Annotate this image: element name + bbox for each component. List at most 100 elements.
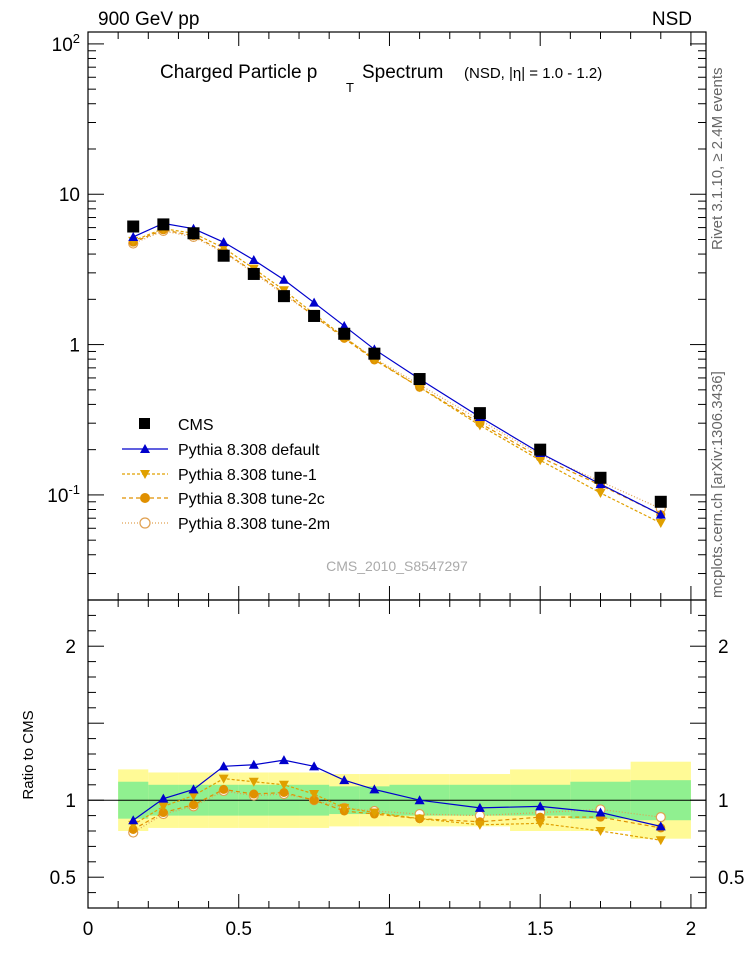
header-right: NSD: [652, 9, 692, 30]
ratio-point-tune2c: [158, 808, 168, 818]
legend: CMS Pythia 8.308 default Pythia 8.308 tu…: [122, 417, 330, 533]
ratio-point-tune1: [535, 819, 546, 829]
data-point-tune1: [595, 488, 606, 498]
ratio-point-default: [369, 784, 380, 794]
ratio-y-tick-label-right: 1: [718, 791, 729, 812]
legend-label-tune2c: Pythia 8.308 tune-2c: [178, 491, 325, 508]
ratio-point-default: [535, 801, 546, 811]
ratio-y-tick-label: 2: [65, 637, 76, 658]
data-point-default: [309, 297, 320, 307]
main-frame: [87, 31, 707, 601]
ratio-point-tune1: [595, 827, 606, 836]
series-line-tune1: [132, 228, 662, 524]
ratio-line-tune2c: [132, 788, 661, 830]
legend-entry-default: Pythia 8.308 default: [122, 442, 320, 459]
data-point-cms: [308, 309, 321, 322]
x-tick-label: 1: [384, 919, 395, 940]
ratio-y-tick-label-right: 2: [718, 637, 729, 658]
ratio-point-default: [414, 795, 425, 805]
ratio-point-default: [655, 821, 666, 831]
data-point-cms: [217, 249, 230, 262]
data-point-default: [128, 231, 139, 241]
y-tick-label: 1: [69, 336, 80, 357]
ratio-point-default: [248, 759, 259, 769]
watermark: CMS_2010_S8547297: [326, 558, 468, 574]
title-main: Charged Particle p: [160, 62, 317, 83]
ratio-y-tick-label-right: 0.5: [718, 868, 744, 889]
data-point-cms: [594, 471, 607, 484]
legend-marker-default: [140, 444, 150, 453]
y-tick-label: 102: [52, 31, 80, 56]
ratio-point-tune1: [474, 820, 485, 830]
ratio-panel: 0 0.5 1 1.5 2 0.5 0.5 1 1 2 2: [50, 599, 744, 940]
title-sub: T: [346, 80, 354, 95]
main-panel: 10-1 1 10 102: [47, 31, 707, 908]
data-point-default: [339, 320, 350, 330]
x-tick-label: 1.5: [527, 919, 553, 940]
ratio-point-default: [595, 807, 606, 817]
legend-marker-tune2c: [140, 493, 150, 503]
legend-entry-tune2m: Pythia 8.308 tune-2m: [122, 516, 330, 533]
legend-entry-cms: CMS: [139, 417, 214, 434]
header-left: 900 GeV pp: [98, 9, 199, 30]
series-line-tune2c: [132, 229, 662, 516]
ratio-point-tune1: [309, 790, 320, 800]
side-label-rivet: Rivet 3.1.10, ≥ 2.4M events: [709, 68, 726, 251]
legend-label-tune1: Pythia 8.308 tune-1: [178, 467, 317, 484]
legend-marker-tune1: [140, 470, 150, 479]
data-point-default: [278, 274, 289, 284]
legend-marker-cms: [139, 418, 150, 429]
legend-label-cms: CMS: [178, 417, 214, 434]
ratio-point-default: [474, 802, 485, 812]
legend-marker-tune2m: [139, 517, 151, 529]
ratio-line-tune1: [132, 778, 661, 841]
ratio-point-tune1: [278, 780, 289, 790]
ratio-point-tune2c: [249, 789, 259, 799]
series-line-tune2m: [132, 230, 662, 510]
legend-label-default: Pythia 8.308 default: [178, 442, 320, 459]
y-tick-label: 10: [59, 185, 80, 206]
x-tick-label: 2: [686, 919, 697, 940]
ratio-point-tune1: [655, 836, 666, 846]
ratio-ylabel: Ratio to CMS: [20, 710, 37, 799]
chart-title: Charged Particle p T Spectrum (NSD, |η| …: [160, 62, 602, 95]
ratio-y-tick-label: 0.5: [50, 868, 76, 889]
ratio-point-default: [188, 784, 199, 794]
data-point-tune1: [655, 519, 666, 529]
x-tick-label: 0: [83, 919, 94, 940]
y-tick-label: 10-1: [47, 482, 80, 507]
ratio-line-tune2m: [132, 790, 661, 834]
data-point-tune1: [474, 421, 485, 431]
data-point-default: [248, 255, 259, 265]
data-point-default: [218, 237, 229, 247]
ratio-line-default: [132, 759, 661, 827]
ratio-point-default: [128, 815, 139, 825]
ratio-point-default: [158, 793, 169, 803]
data-point-cms: [413, 373, 426, 386]
data-point-cms: [157, 218, 170, 231]
data-point-cms: [654, 495, 667, 508]
ratio-frame: [87, 599, 707, 909]
data-point-cms: [187, 227, 200, 240]
side-label-mcplots: mcplots.cern.ch [arXiv:1306.3436]: [709, 371, 726, 598]
data-point-tune1: [535, 456, 546, 466]
ratio-y-tick-label: 1: [65, 791, 76, 812]
ratio-point-tune1: [414, 814, 425, 824]
ratio-point-default: [339, 775, 350, 785]
legend-entry-tune1: Pythia 8.308 tune-1: [122, 467, 317, 484]
ratio-point-tune1: [248, 777, 259, 787]
ratio-point-default: [309, 761, 320, 771]
legend-label-tune2m: Pythia 8.308 tune-2m: [178, 516, 330, 533]
title-tail: Spectrum: [362, 62, 443, 83]
ratio-point-tune2m: [655, 812, 666, 823]
title-note: (NSD, |η| = 1.0 - 1.2): [464, 65, 602, 82]
data-point-tune1: [414, 383, 425, 393]
ratio-point-default: [218, 761, 229, 771]
ratio-point-default: [278, 755, 289, 765]
data-point-cms: [473, 407, 486, 420]
data-point-cms: [534, 443, 547, 456]
data-point-cms: [127, 220, 140, 233]
ratio-point-tune2c: [279, 788, 289, 797]
data-point-cms: [338, 327, 351, 340]
x-tick-label: 0.5: [226, 919, 252, 940]
